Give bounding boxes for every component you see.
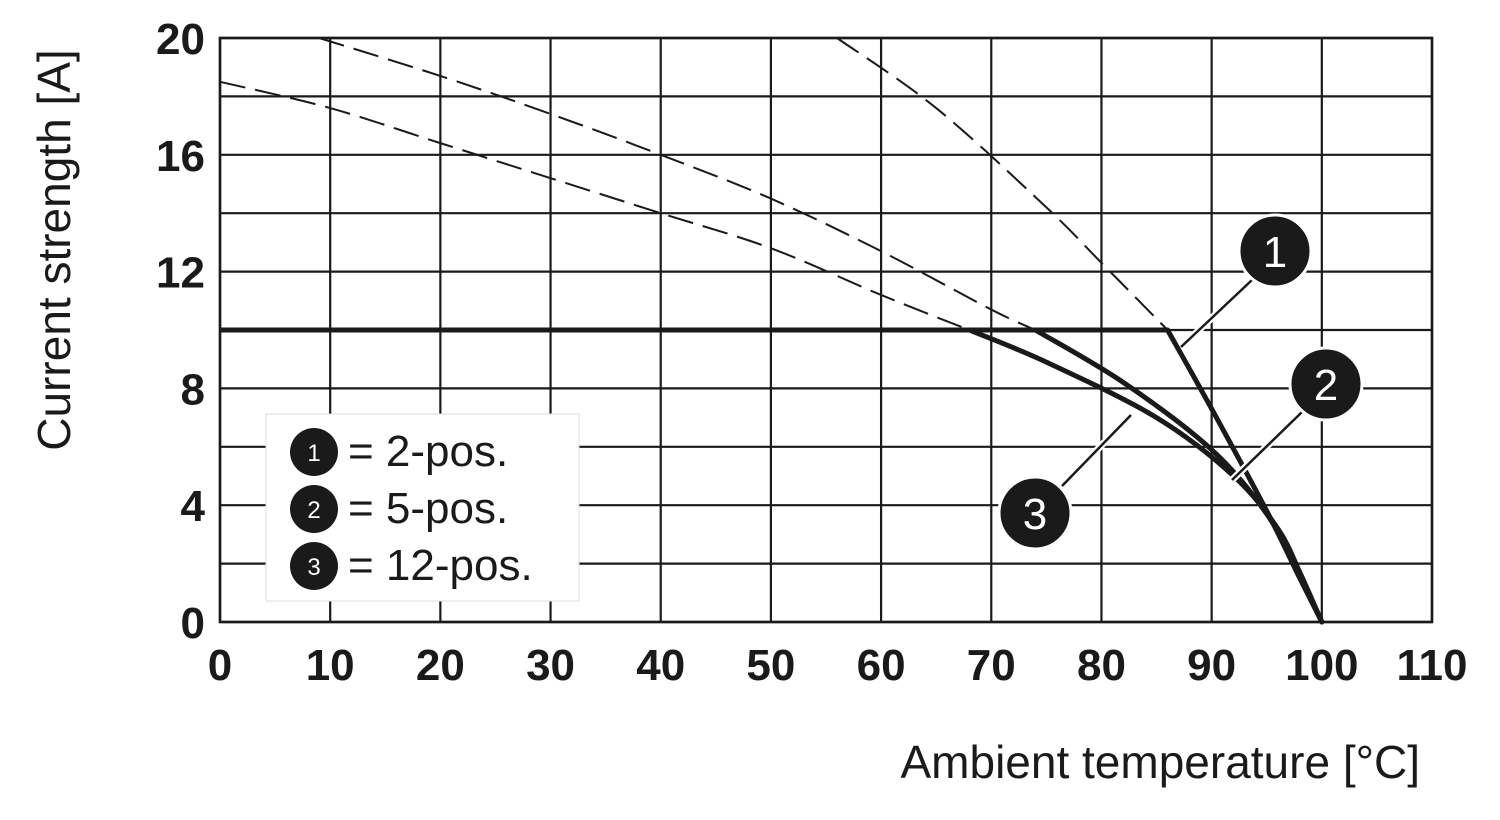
callout-2-badge — [1288, 346, 1364, 422]
x-tick-label-110: 110 — [1397, 641, 1468, 690]
x-tick-label-10: 10 — [306, 641, 355, 690]
callout-1-leader-line — [1180, 279, 1253, 348]
legend-badge-3-label: 3 — [307, 554, 320, 581]
y-tick-label-12: 12 — [156, 249, 205, 298]
grid — [218, 36, 1434, 624]
series-2-dashed-curve — [318, 37, 1036, 331]
legend-text-3: = 12-pos. — [348, 541, 533, 590]
x-tick-label-80: 80 — [1077, 641, 1126, 690]
x-tick-label-40: 40 — [636, 641, 685, 690]
callout-1-label: 1 — [1263, 228, 1287, 277]
x-tick-label-30: 30 — [526, 641, 575, 690]
y-tick-label-4: 4 — [181, 482, 206, 531]
x-tick-label-50: 50 — [746, 641, 795, 690]
series-2-solid-curve — [1032, 327, 1325, 625]
callout-1-badge — [1237, 213, 1313, 289]
y-axis-title: Current strength [A] — [28, 49, 80, 450]
x-tick-label-0: 0 — [208, 641, 232, 690]
legend-badge-3 — [290, 542, 338, 590]
callout-3-leader-line — [1061, 414, 1132, 487]
callout-3-badge — [997, 475, 1073, 551]
series-3-solid-curve — [966, 327, 1325, 625]
callout-series-3: 3 — [997, 412, 1134, 551]
callout-2-leader-line — [1231, 411, 1303, 481]
x-tick-label-70: 70 — [967, 641, 1016, 690]
callout-3-label: 3 — [1023, 490, 1047, 539]
y-tick-label-20: 20 — [156, 15, 205, 64]
x-tick-label-20: 20 — [416, 641, 465, 690]
series-1-dashed-curve — [836, 37, 1169, 331]
y-tick-label-16: 16 — [156, 132, 205, 181]
legend-badge-2-label: 2 — [307, 497, 320, 524]
series-layer — [219, 37, 1325, 625]
legend-item-1: 1 = 2-pos. — [290, 427, 508, 476]
legend-text-1: = 2-pos. — [348, 427, 508, 476]
x-axis-title: Ambient temperature [°C] — [901, 736, 1421, 788]
callout-series-1: 1 — [1178, 213, 1313, 350]
legend-badge-1 — [290, 428, 338, 476]
y-tick-label-8: 8 — [181, 365, 205, 414]
x-tick-label-90: 90 — [1187, 641, 1236, 690]
legend-badge-2 — [290, 485, 338, 533]
callout-2-label: 2 — [1314, 361, 1338, 410]
y-tick-label-0: 0 — [181, 599, 205, 648]
legend-badge-1-label: 1 — [307, 440, 320, 467]
series-3-dashed-curve — [219, 80, 970, 331]
callout-series-2: 2 — [1229, 346, 1364, 483]
legend: 1 = 2-pos. 2 = 5-pos. 3 = 12-pos. — [265, 413, 580, 602]
legend-item-3: 3 = 12-pos. — [290, 541, 533, 590]
legend-text-2: = 5-pos. — [348, 484, 508, 533]
x-tick-label-100: 100 — [1285, 641, 1358, 690]
x-tick-label-60: 60 — [857, 641, 906, 690]
legend-item-2: 2 = 5-pos. — [290, 484, 508, 533]
